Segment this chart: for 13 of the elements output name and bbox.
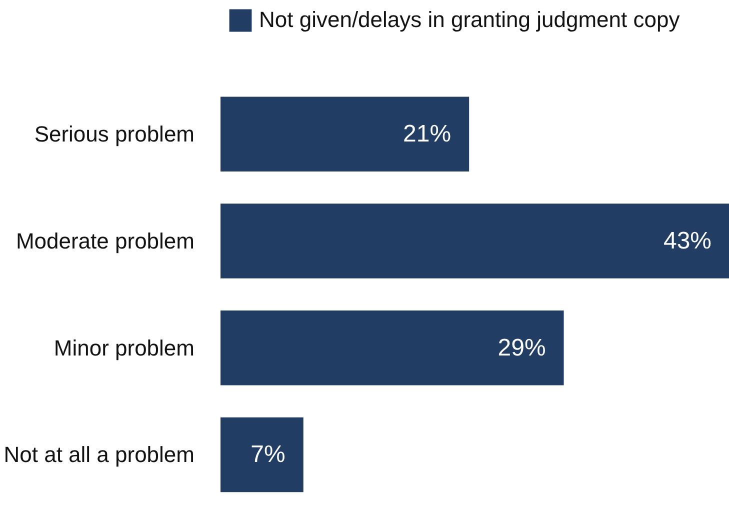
bar xyxy=(220,96,470,172)
y-tick-label: Not at all a problem xyxy=(4,442,195,468)
data-label: 43% xyxy=(663,227,712,254)
data-label: 7% xyxy=(250,441,286,468)
data-label: 29% xyxy=(498,334,546,362)
y-tick-label: Minor problem xyxy=(54,335,195,360)
legend-label: Not given/delays in granting judgment copy xyxy=(259,7,680,33)
bar xyxy=(220,417,304,492)
bar xyxy=(220,204,729,278)
bar xyxy=(220,310,564,386)
y-tick-label: Moderate problem xyxy=(16,228,195,254)
data-label: 21% xyxy=(403,120,452,148)
y-tick-label: Serious problem xyxy=(34,122,194,147)
